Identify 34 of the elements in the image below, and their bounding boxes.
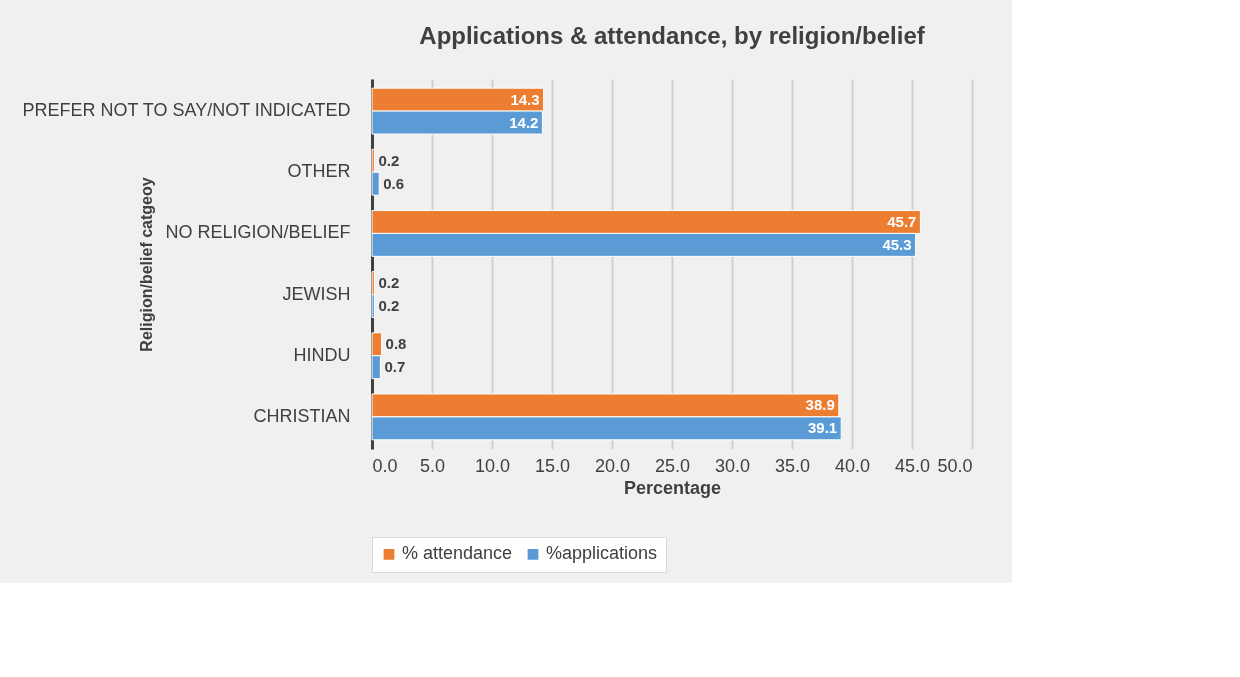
y-tick-label: OTHER xyxy=(287,161,351,182)
data-label: 0.8 xyxy=(385,335,407,353)
legend-label: %applications xyxy=(546,543,658,564)
x-tick-label: 5.0 xyxy=(419,455,446,476)
y-tick-label: JEWISH xyxy=(282,283,351,304)
chart-title: Applications & attendance, by religion/belief xyxy=(419,22,926,49)
data-label: 0.2 xyxy=(378,297,400,315)
x-tick-label: 35.0 xyxy=(774,455,811,476)
x-tick-label: 40.0 xyxy=(834,455,871,476)
data-label: 39.1 xyxy=(808,419,838,437)
data-label: 45.7 xyxy=(887,212,917,230)
x-tick-label: 15.0 xyxy=(534,455,571,476)
y-axis-title: Religion/belief catgeoy xyxy=(137,177,155,352)
data-label: 0.2 xyxy=(378,151,400,169)
x-tick-label: 10.0 xyxy=(474,455,511,476)
y-tick-label: PREFER NOT TO SAY/NOT INDICATED xyxy=(22,100,351,121)
data-label: 0.6 xyxy=(383,174,405,192)
x-tick-label: 20.0 xyxy=(594,455,631,476)
data-label: 14.2 xyxy=(509,113,539,131)
y-tick-label: NO RELIGION/BELIEF xyxy=(165,222,351,243)
x-tick-label: 45.0 xyxy=(894,455,931,476)
data-label: 45.3 xyxy=(882,235,912,253)
x-tick-label: 30.0 xyxy=(714,455,751,476)
legend-label: % attendance xyxy=(402,543,513,564)
y-tick-label: HINDU xyxy=(293,344,351,365)
data-label: 14.3 xyxy=(510,90,540,108)
data-label: 38.9 xyxy=(805,396,835,414)
x-axis-title: Percentage xyxy=(623,477,722,498)
x-tick-label: 25.0 xyxy=(654,455,691,476)
y-tick-label: CHRISTIAN xyxy=(253,405,351,426)
x-tick-label: 50.0 xyxy=(937,455,973,476)
x-tick-label: 0.0 xyxy=(372,455,398,476)
data-label: 0.2 xyxy=(378,274,400,292)
data-label: 0.7 xyxy=(384,358,406,376)
